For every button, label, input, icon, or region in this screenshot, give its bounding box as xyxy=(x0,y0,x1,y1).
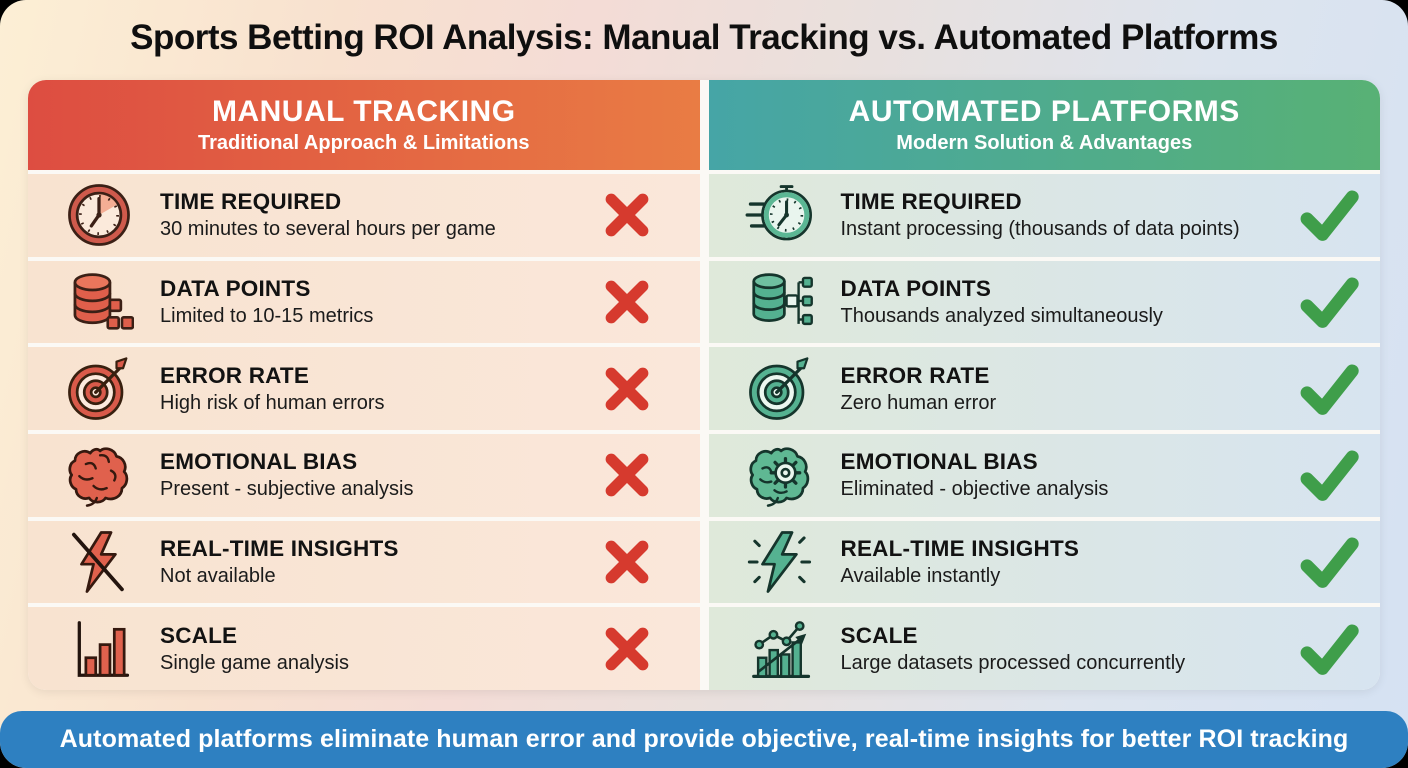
cross-icon xyxy=(600,362,654,416)
manual-row-scale: SCALE Single game analysis xyxy=(28,607,700,690)
target-dart-icon xyxy=(745,354,815,424)
growth-chart-icon xyxy=(745,614,815,684)
manual-row-error: ERROR RATE High risk of human errors xyxy=(28,347,700,431)
row-title: REAL-TIME INSIGHTS xyxy=(840,536,1080,562)
check-icon xyxy=(1298,184,1360,246)
page-title: Sports Betting ROI Analysis: Manual Trac… xyxy=(130,18,1278,57)
manual-row-time: TIME REQUIRED 30 minutes to several hour… xyxy=(28,174,700,257)
check-icon xyxy=(1298,618,1360,680)
lightning-sparks-icon xyxy=(745,527,815,597)
row-desc: 30 minutes to several hours per game xyxy=(160,218,496,241)
cross-icon xyxy=(600,535,654,589)
bar-chart-icon xyxy=(64,614,134,684)
auto-row-scale: SCALE Large datasets processed concurren… xyxy=(708,607,1380,690)
cross-icon xyxy=(600,448,654,502)
row-title: ERROR RATE xyxy=(160,362,310,388)
check-icon xyxy=(1298,358,1360,420)
automated-title: AUTOMATED PLATFORMS xyxy=(848,95,1240,129)
comparison-grid: MANUAL TRACKING Traditional Approach & L… xyxy=(28,80,1380,690)
database-network-icon xyxy=(745,267,815,337)
row-title: SCALE xyxy=(840,622,918,648)
target-icon xyxy=(64,354,134,424)
auto-row-realtime: REAL-TIME INSIGHTS Available instantly xyxy=(708,520,1380,604)
row-desc: Available instantly xyxy=(840,565,1001,588)
auto-row-bias: EMOTIONAL BIAS Eliminated - objective an… xyxy=(708,434,1380,517)
cross-icon xyxy=(600,188,654,242)
manual-header: MANUAL TRACKING Traditional Approach & L… xyxy=(28,80,700,170)
row-desc: Single game analysis xyxy=(160,651,349,674)
manual-title: MANUAL TRACKING xyxy=(211,95,516,129)
row-desc: Present - subjective analysis xyxy=(160,478,414,501)
row-title: TIME REQUIRED xyxy=(160,189,342,215)
manual-row-realtime: REAL-TIME INSIGHTS Not available xyxy=(28,520,700,604)
row-title: DATA POINTS xyxy=(840,276,992,301)
row-title: REAL-TIME INSIGHTS xyxy=(160,536,399,562)
manual-row-bias: EMOTIONAL BIAS Present - subjective anal… xyxy=(28,434,700,517)
automated-header: AUTOMATED PLATFORMS Modern Solution & Ad… xyxy=(708,80,1380,170)
database-icon xyxy=(64,267,134,337)
auto-row-data: DATA POINTS Thousands analyzed simultane… xyxy=(708,260,1380,344)
automated-subtitle: Modern Solution & Advantages xyxy=(896,131,1193,154)
row-desc: Eliminated - objective analysis xyxy=(840,478,1109,501)
auto-row-time: TIME REQUIRED Instant processing (thousa… xyxy=(708,174,1380,257)
row-title: EMOTIONAL BIAS xyxy=(840,449,1038,475)
lightning-slash-icon xyxy=(64,527,134,597)
row-desc: Limited to 10-15 metrics xyxy=(160,305,374,327)
check-icon xyxy=(1298,531,1360,593)
automated-column: AUTOMATED PLATFORMS Modern Solution & Ad… xyxy=(708,80,1380,690)
manual-column: MANUAL TRACKING Traditional Approach & L… xyxy=(28,80,700,690)
row-title: SCALE xyxy=(160,622,238,648)
cross-icon xyxy=(600,622,654,676)
manual-row-data: DATA POINTS Limited to 10-15 metrics xyxy=(28,260,700,344)
row-desc: Not available xyxy=(160,565,276,588)
brain-icon xyxy=(64,440,134,510)
auto-row-error: ERROR RATE Zero human error xyxy=(708,347,1380,431)
row-title: EMOTIONAL BIAS xyxy=(160,449,358,475)
row-desc: Zero human error xyxy=(840,391,997,414)
manual-subtitle: Traditional Approach & Limitations xyxy=(197,131,530,154)
row-desc: Thousands analyzed simultaneously xyxy=(840,305,1163,327)
brain-gear-icon xyxy=(745,440,815,510)
footer-banner: Automated platforms eliminate human erro… xyxy=(0,711,1408,768)
row-desc: High risk of human errors xyxy=(160,391,385,414)
footer-text: Automated platforms eliminate human erro… xyxy=(59,725,1349,753)
check-icon xyxy=(1298,444,1360,506)
row-title: TIME REQUIRED xyxy=(840,189,1022,215)
stopwatch-icon xyxy=(745,180,815,250)
row-title: ERROR RATE xyxy=(840,362,990,388)
row-desc: Large datasets processed concurrently xyxy=(840,651,1186,674)
cross-icon xyxy=(600,275,654,329)
clock-icon xyxy=(64,180,134,250)
row-desc: Instant processing (thousands of data po… xyxy=(840,218,1240,241)
check-icon xyxy=(1298,271,1360,333)
row-title: DATA POINTS xyxy=(160,276,311,301)
